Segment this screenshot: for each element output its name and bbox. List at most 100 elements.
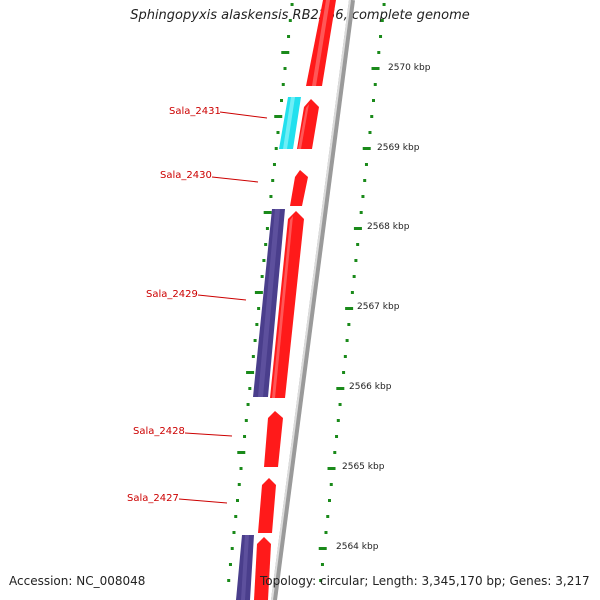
reverse-cds-highlight — [258, 209, 280, 397]
scale-tick-mark — [336, 419, 340, 422]
gene-label-leader — [211, 176, 259, 183]
scale-tick-mark — [260, 275, 264, 278]
scale-tick-mark — [345, 339, 349, 342]
scale-tick-mark — [382, 3, 386, 6]
scale-tick-mark — [377, 51, 381, 54]
scale-tick-mark — [345, 307, 354, 310]
scale-tick-mark — [350, 291, 354, 294]
scale-tick-mark — [227, 579, 231, 582]
reverse-cds-highlight — [241, 535, 249, 600]
scale-tick-mark — [326, 515, 330, 518]
scale-tick-mark — [370, 115, 374, 118]
scale-tick-mark — [234, 515, 238, 518]
scale-tick-mark — [248, 387, 252, 390]
scale-tick-mark — [318, 547, 327, 550]
gene-label: Sala_2429 — [146, 289, 198, 300]
gene-label-leader — [197, 294, 247, 301]
scale-tick-mark — [380, 19, 384, 22]
scale-tick-mark — [280, 99, 283, 102]
scale-tick-label: 2568 kbp — [367, 222, 410, 232]
scale-tick-label: 2566 kbp — [349, 382, 392, 392]
scale-tick-mark — [246, 371, 255, 374]
scale-tick-mark — [237, 483, 241, 486]
scale-tick-mark — [368, 131, 372, 134]
forward-cds-highlight — [298, 104, 309, 149]
reverse-strand-features — [236, 209, 285, 600]
scale-tick-mark — [324, 531, 328, 534]
scale-tick-mark — [271, 179, 275, 182]
backbone-line — [271, 0, 355, 600]
scale-tick-mark — [362, 147, 371, 150]
scale-tick-mark — [276, 131, 280, 134]
rna-highlight — [283, 97, 295, 149]
genome-title: Sphingopyxis alaskensis RB2256, complete… — [130, 8, 470, 23]
outer-tick-ring — [318, 3, 386, 582]
scale-tick-mark — [335, 435, 339, 438]
gene-label-leader — [219, 111, 268, 119]
forward-cds-feature — [258, 478, 276, 533]
scale-tick-mark — [320, 563, 324, 566]
scale-tick-mark — [338, 403, 342, 406]
backbone-highlight — [271, 0, 351, 600]
scale-tick-mark — [246, 403, 250, 406]
scale-tick-mark — [263, 211, 272, 214]
scale-tick-mark — [244, 419, 248, 422]
scale-tick-mark — [232, 531, 236, 534]
scale-tick-label: 2565 kbp — [342, 462, 385, 472]
scale-tick-mark — [272, 163, 276, 166]
scale-tick-mark — [364, 163, 368, 166]
scale-tick-mark — [255, 323, 259, 326]
scale-tick-mark — [262, 259, 266, 262]
forward-cds-highlight — [272, 216, 293, 398]
scale-tick-mark — [243, 435, 247, 438]
scale-tick-mark — [356, 243, 360, 246]
scale-tick-mark — [336, 387, 345, 390]
scale-tick-mark — [281, 83, 285, 86]
scale-tick-mark — [254, 291, 263, 294]
forward-cds-highlight — [312, 0, 330, 86]
scale-tick-mark — [274, 147, 278, 150]
scale-tick-label: 2564 kbp — [336, 542, 379, 552]
scale-tick-mark — [237, 451, 246, 454]
scale-tick-label: 2569 kbp — [377, 143, 420, 153]
scale-tick-mark — [264, 243, 268, 246]
scale-tick-mark — [265, 227, 269, 230]
genome-summary: Topology: circular; Length: 3,345,170 bp… — [260, 574, 590, 588]
scale-tick-mark — [283, 67, 287, 70]
scale-tick-mark — [379, 35, 383, 38]
scale-tick-mark — [257, 307, 261, 310]
accession-label: Accession: NC_008048 — [9, 574, 146, 588]
scale-tick-mark — [359, 211, 363, 214]
scale-labels: 2570 kbp 2569 kbp 2568 kbp 2567 kbp 2566… — [336, 63, 431, 552]
scale-tick-mark — [319, 579, 323, 582]
scale-tick-mark — [290, 3, 294, 6]
gene-label: Sala_2430 — [160, 170, 212, 181]
scale-tick-label: 2570 kbp — [388, 63, 431, 73]
scale-tick-mark — [363, 179, 367, 182]
gene-labels: Sala_2431 Sala_2430 Sala_2429 Sala_2428 … — [127, 106, 268, 504]
scale-tick-mark — [281, 51, 290, 54]
gene-label-leader — [184, 432, 233, 437]
scale-tick-mark — [371, 67, 380, 70]
scale-tick-mark — [230, 547, 234, 550]
scale-tick-label: 2567 kbp — [357, 302, 400, 312]
scale-tick-mark — [327, 467, 336, 470]
scale-tick-mark — [239, 467, 243, 470]
scale-tick-mark — [373, 83, 377, 86]
scale-tick-mark — [342, 371, 346, 374]
scale-tick-mark — [328, 499, 331, 502]
scale-tick-mark — [333, 451, 337, 454]
scale-tick-mark — [253, 339, 257, 342]
scale-tick-mark — [353, 227, 362, 230]
scale-tick-mark — [361, 195, 365, 198]
scale-tick-mark — [269, 195, 273, 198]
scale-tick-mark — [251, 355, 255, 358]
inner-tick-ring — [227, 3, 294, 582]
scale-tick-mark — [228, 563, 232, 566]
scale-tick-mark — [236, 499, 239, 502]
scale-tick-mark — [288, 19, 292, 22]
gene-label: Sala_2428 — [133, 426, 185, 437]
forward-cds-feature — [264, 411, 283, 467]
scale-tick-mark — [287, 35, 291, 38]
